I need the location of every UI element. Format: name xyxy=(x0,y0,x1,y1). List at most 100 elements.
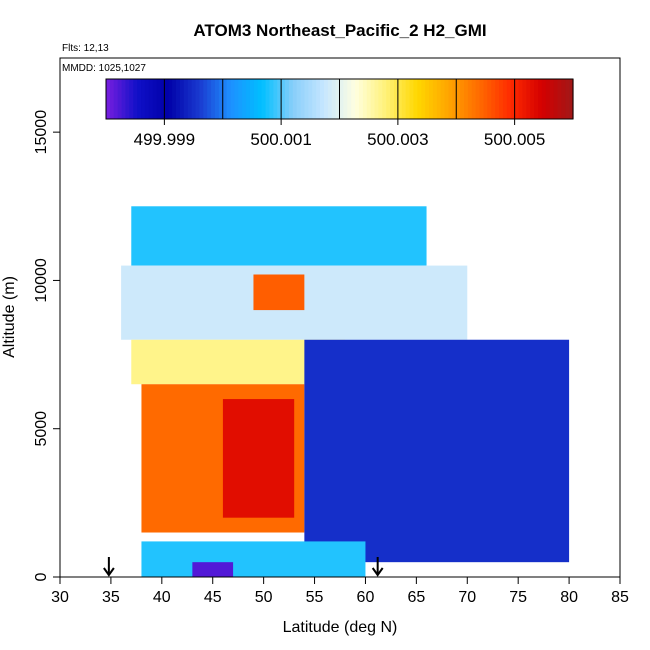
colorbar-swatch xyxy=(471,79,477,119)
colorbar-swatch xyxy=(541,79,547,119)
colorbar-swatch xyxy=(545,79,551,119)
colorbar-swatch xyxy=(557,79,562,119)
colorbar-swatch xyxy=(273,79,278,119)
colorbar-swatch xyxy=(553,79,559,119)
colorbar-swatch xyxy=(397,79,403,119)
y-tick-label: 15000 xyxy=(33,110,50,155)
colorbar-swatch xyxy=(242,79,247,119)
colorbar-swatch xyxy=(218,79,224,119)
colorbar-swatch xyxy=(413,79,418,119)
colorbar-swatch xyxy=(125,79,130,119)
colorbar-swatch xyxy=(106,79,111,119)
colorbar-swatch xyxy=(117,79,123,119)
colorbar-swatch xyxy=(390,79,395,119)
colorbar-tick-label: 499.999 xyxy=(134,130,195,149)
colorbar-swatch xyxy=(421,79,426,119)
colorbar-swatch xyxy=(393,79,399,119)
colorbar-swatch xyxy=(456,79,461,119)
colorbar-swatch xyxy=(522,79,527,119)
colorbar-swatch xyxy=(343,79,348,119)
colorbar-swatch xyxy=(499,79,504,119)
x-tick-label: 30 xyxy=(51,589,69,606)
markers xyxy=(103,557,384,577)
colorbar-swatch xyxy=(203,79,208,119)
colorbar-swatch xyxy=(222,79,228,119)
arrow-marker xyxy=(103,557,115,577)
plot-area xyxy=(121,206,570,577)
colorbar: 499.999 500.001 500.003 500.005 xyxy=(105,78,574,149)
colorbar-swatch xyxy=(281,79,286,119)
colorbar-swatch xyxy=(351,79,356,119)
colorbar-swatch xyxy=(296,79,302,119)
colorbar-swatch xyxy=(320,79,325,119)
colorbar-swatch xyxy=(475,79,481,119)
colorbar-swatch xyxy=(300,79,306,119)
colorbar-swatch xyxy=(417,79,422,119)
colorbar-swatch xyxy=(176,79,181,119)
colorbar-swatch xyxy=(277,79,282,119)
colorbar-swatch xyxy=(195,79,200,119)
colorbar-swatch xyxy=(510,79,516,119)
colorbar-swatch xyxy=(312,79,317,119)
colorbar-swatch xyxy=(246,79,251,119)
colorbar-swatch xyxy=(537,79,543,119)
colorbar-swatch xyxy=(253,79,259,119)
colorbar-swatch xyxy=(179,79,185,119)
heatmap-cell xyxy=(192,562,234,577)
colorbar-swatch xyxy=(308,79,313,119)
colorbar-swatch xyxy=(506,79,512,119)
colorbar-swatch xyxy=(518,79,524,119)
heatmap-cell xyxy=(131,206,427,266)
colorbar-swatch xyxy=(436,79,442,119)
colorbar-swatch xyxy=(444,79,450,119)
colorbar-swatch xyxy=(452,79,457,119)
x-tick-label: 50 xyxy=(255,589,273,606)
arrow-marker xyxy=(371,557,384,577)
heatmap-cell xyxy=(222,399,295,518)
x-axis-label: Latitude (deg N) xyxy=(283,619,398,636)
colorbar-swatch xyxy=(168,79,173,119)
x-tick-label: 80 xyxy=(560,589,578,606)
colorbar-swatch xyxy=(479,79,485,119)
colorbar-swatch xyxy=(386,79,391,119)
y-axis-label: Altitude (m) xyxy=(1,276,18,358)
colorbar-swatch xyxy=(269,79,274,119)
heatmap-cell xyxy=(141,541,366,577)
colorbar-swatch xyxy=(230,79,236,119)
x-tick-label: 70 xyxy=(458,589,476,606)
colorbar-swatch xyxy=(226,79,232,119)
colorbar-swatch xyxy=(156,79,162,119)
x-tick-label: 45 xyxy=(204,589,222,606)
colorbar-swatch xyxy=(355,79,360,119)
colorbar-swatch xyxy=(141,79,146,119)
heatmap-cell xyxy=(253,274,305,311)
colorbar-swatch xyxy=(409,79,415,119)
colorbar-swatch xyxy=(109,79,115,119)
note-dates: MMDD: 1025,1027 xyxy=(62,63,146,74)
colorbar-swatch xyxy=(358,79,364,119)
colorbar-swatch xyxy=(211,79,216,119)
colorbar-swatch xyxy=(378,79,383,119)
y-tick-label: 0 xyxy=(33,572,50,581)
y-tick-label: 5000 xyxy=(33,411,50,447)
colorbar-swatch xyxy=(569,79,574,119)
x-tick-label: 75 xyxy=(509,589,527,606)
colorbar-swatch xyxy=(374,79,380,119)
colorbar-tick-label: 500.003 xyxy=(367,130,428,149)
colorbar-swatch xyxy=(366,79,372,119)
chart-title: ATOM3 Northeast_Pacific_2 H2_GMI xyxy=(193,21,486,40)
colorbar-swatch xyxy=(460,79,465,119)
colorbar-swatch xyxy=(432,79,438,119)
x-tick-label: 40 xyxy=(153,589,171,606)
colorbar-swatch xyxy=(331,79,337,119)
colorbar-swatch xyxy=(565,79,570,119)
colorbar-swatch xyxy=(491,79,496,119)
colorbar-swatch xyxy=(148,79,154,119)
note-flights: Flts: 12,13 xyxy=(62,43,109,54)
colorbar-swatch xyxy=(448,79,453,119)
colorbar-swatch xyxy=(137,79,142,119)
colorbar-swatch xyxy=(382,79,387,119)
colorbar-swatch xyxy=(257,79,263,119)
colorbar-swatch xyxy=(172,79,177,119)
y-tick-label: 10000 xyxy=(33,258,50,303)
